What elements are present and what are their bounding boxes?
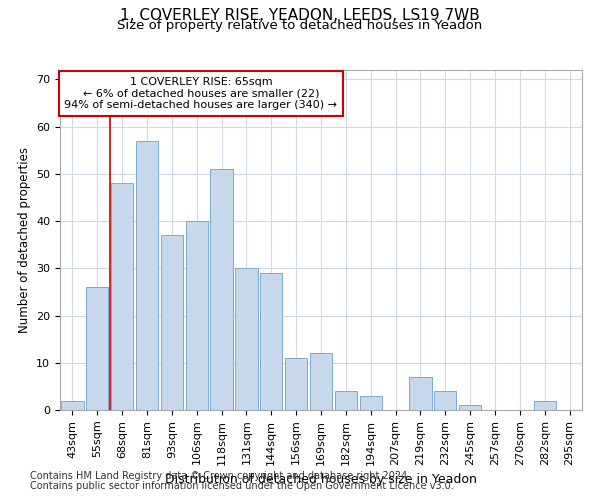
Bar (86, 287, 109, 410)
Bar (61, 400, 83, 410)
Text: Contains public sector information licensed under the Open Government Licence v3: Contains public sector information licen… (30, 481, 454, 491)
Bar (111, 184, 133, 410)
Bar (185, 221, 208, 410)
Bar (310, 354, 332, 410)
Bar (434, 391, 457, 410)
Bar (235, 268, 257, 410)
Bar (335, 391, 357, 410)
X-axis label: Distribution of detached houses by size in Yeadon: Distribution of detached houses by size … (165, 473, 477, 486)
Bar (533, 400, 556, 410)
Bar (359, 396, 382, 410)
Y-axis label: Number of detached properties: Number of detached properties (17, 147, 31, 333)
Text: 1 COVERLEY RISE: 65sqm
← 6% of detached houses are smaller (22)
94% of semi-deta: 1 COVERLEY RISE: 65sqm ← 6% of detached … (64, 77, 337, 110)
Bar (459, 406, 481, 410)
Bar (211, 169, 233, 410)
Text: Size of property relative to detached houses in Yeadon: Size of property relative to detached ho… (118, 19, 482, 32)
Text: 1, COVERLEY RISE, YEADON, LEEDS, LS19 7WB: 1, COVERLEY RISE, YEADON, LEEDS, LS19 7W… (120, 8, 480, 22)
Text: Contains HM Land Registry data © Crown copyright and database right 2024.: Contains HM Land Registry data © Crown c… (30, 471, 410, 481)
Bar (260, 273, 283, 410)
Bar (136, 141, 158, 410)
Bar (161, 236, 183, 410)
Bar (409, 377, 431, 410)
Bar (285, 358, 307, 410)
